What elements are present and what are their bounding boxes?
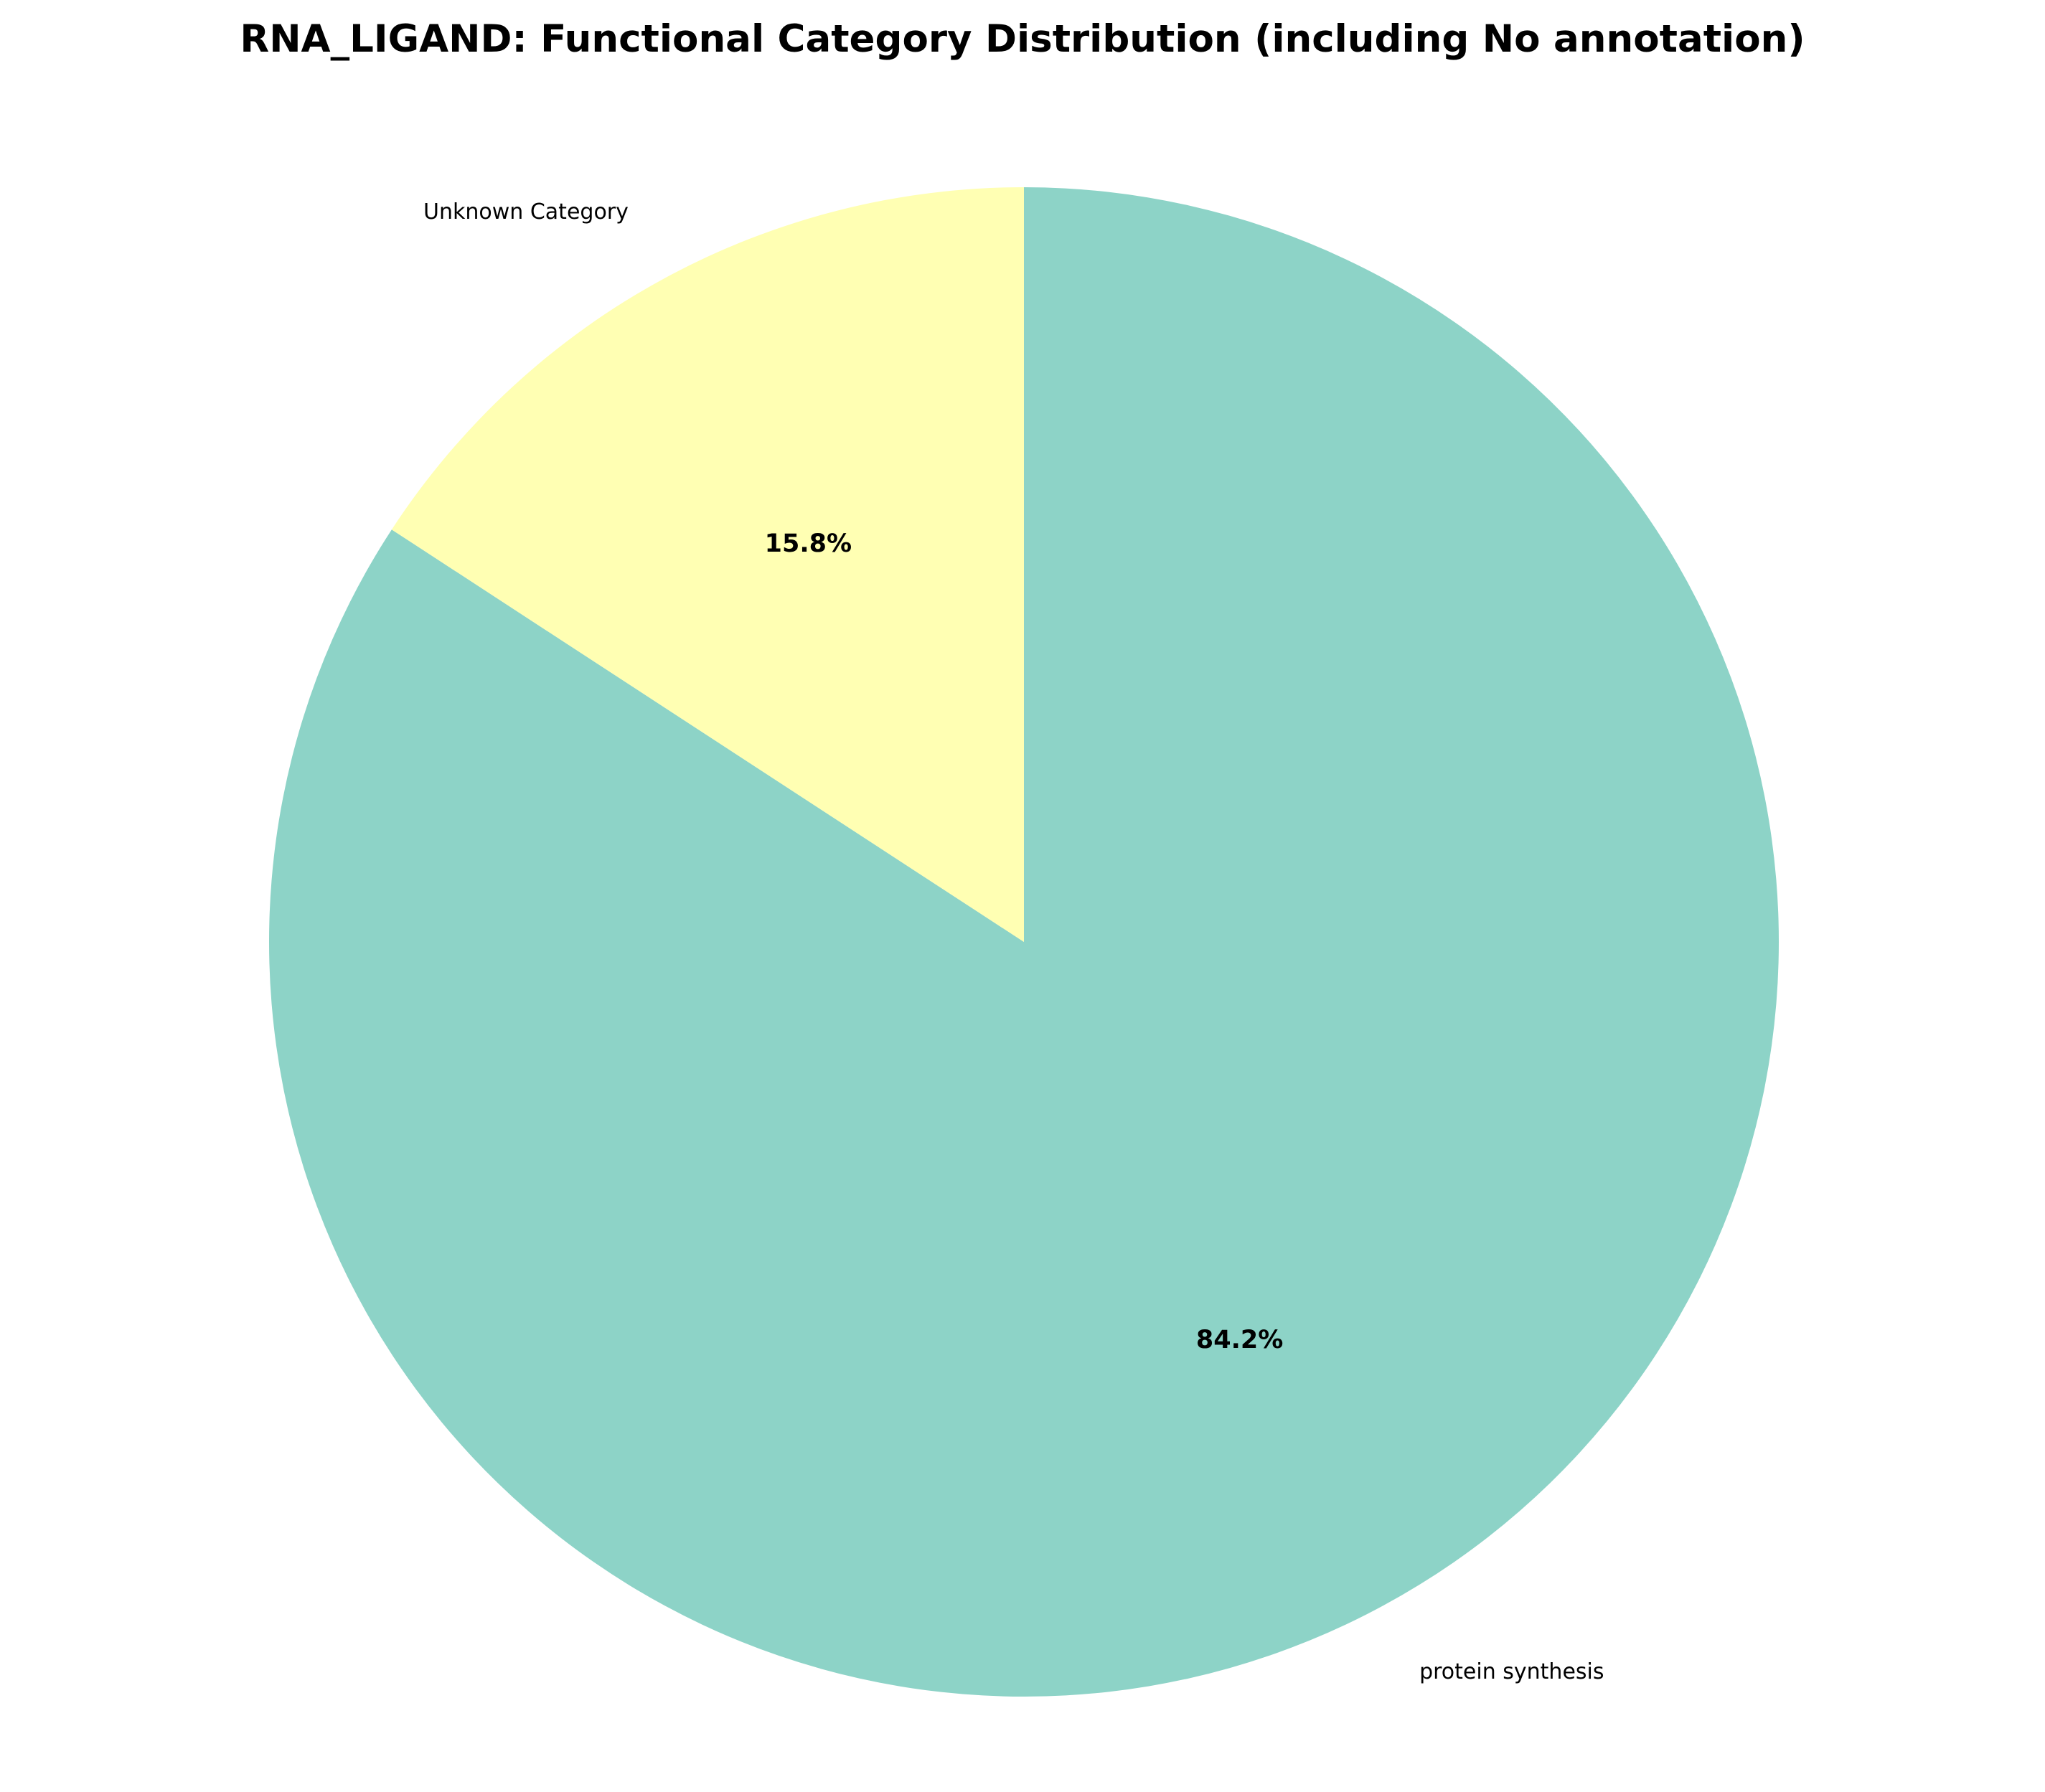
chart-title: RNA_LIGAND: Functional Category Distribu… xyxy=(240,17,1805,61)
pie-percent-label: 84.2% xyxy=(1196,1326,1283,1354)
pie-category-label: protein synthesis xyxy=(1419,1659,1604,1684)
pie-category-label: Unknown Category xyxy=(423,199,629,225)
pie-slice-unknown-category xyxy=(391,187,1024,942)
pie-labels: 84.2% protein synthesis 15.8% Unknown Categ… xyxy=(423,199,1604,1684)
pie-slices xyxy=(269,187,1779,1697)
pie-percent-label: 15.8% xyxy=(765,529,852,558)
